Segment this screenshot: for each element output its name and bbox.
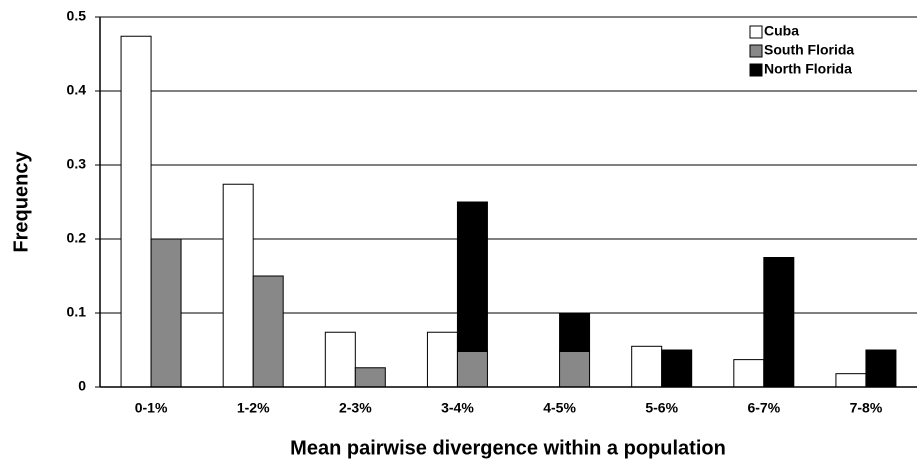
x-tick-label: 2-3%	[339, 400, 372, 416]
y-tick-label: 0.1	[67, 304, 87, 320]
legend-swatch	[749, 25, 763, 39]
x-tick-label: 1-2%	[237, 400, 270, 416]
y-tick-label: 0.4	[67, 82, 87, 98]
bar	[252, 275, 284, 388]
x-tick-label: 5-6%	[645, 400, 678, 416]
y-tick-label: 0.5	[67, 8, 87, 24]
bar	[456, 201, 488, 352]
bar	[559, 350, 591, 388]
bar	[763, 257, 795, 388]
bar	[222, 183, 254, 388]
bar	[865, 349, 897, 388]
x-axis-title: Mean pairwise divergence within a popula…	[290, 437, 726, 459]
bar	[426, 331, 458, 388]
legend-label: Cuba	[764, 23, 799, 39]
bar	[456, 350, 488, 388]
y-tick-label: 0.2	[67, 230, 87, 246]
y-tick-label: 0.3	[67, 156, 87, 172]
legend-swatch	[749, 44, 763, 58]
bar	[120, 35, 152, 388]
y-tick-label: 0	[78, 378, 86, 394]
legend-swatch	[749, 63, 763, 77]
x-tick-label: 6-7%	[747, 400, 780, 416]
bar	[354, 367, 386, 388]
bar	[835, 373, 867, 388]
y-axis-title: Frequency	[10, 151, 32, 253]
x-tick-label: 4-5%	[543, 400, 576, 416]
bar	[559, 312, 591, 352]
legend-label: South Florida	[764, 42, 854, 58]
x-tick-label: 0-1%	[135, 400, 168, 416]
bar	[733, 359, 765, 388]
bar	[324, 331, 356, 388]
x-tick-label: 3-4%	[441, 400, 474, 416]
legend-label: North Florida	[764, 61, 852, 77]
bar	[661, 349, 693, 388]
bar	[631, 345, 663, 388]
x-tick-label: 7-8%	[850, 400, 883, 416]
bar	[150, 238, 182, 388]
